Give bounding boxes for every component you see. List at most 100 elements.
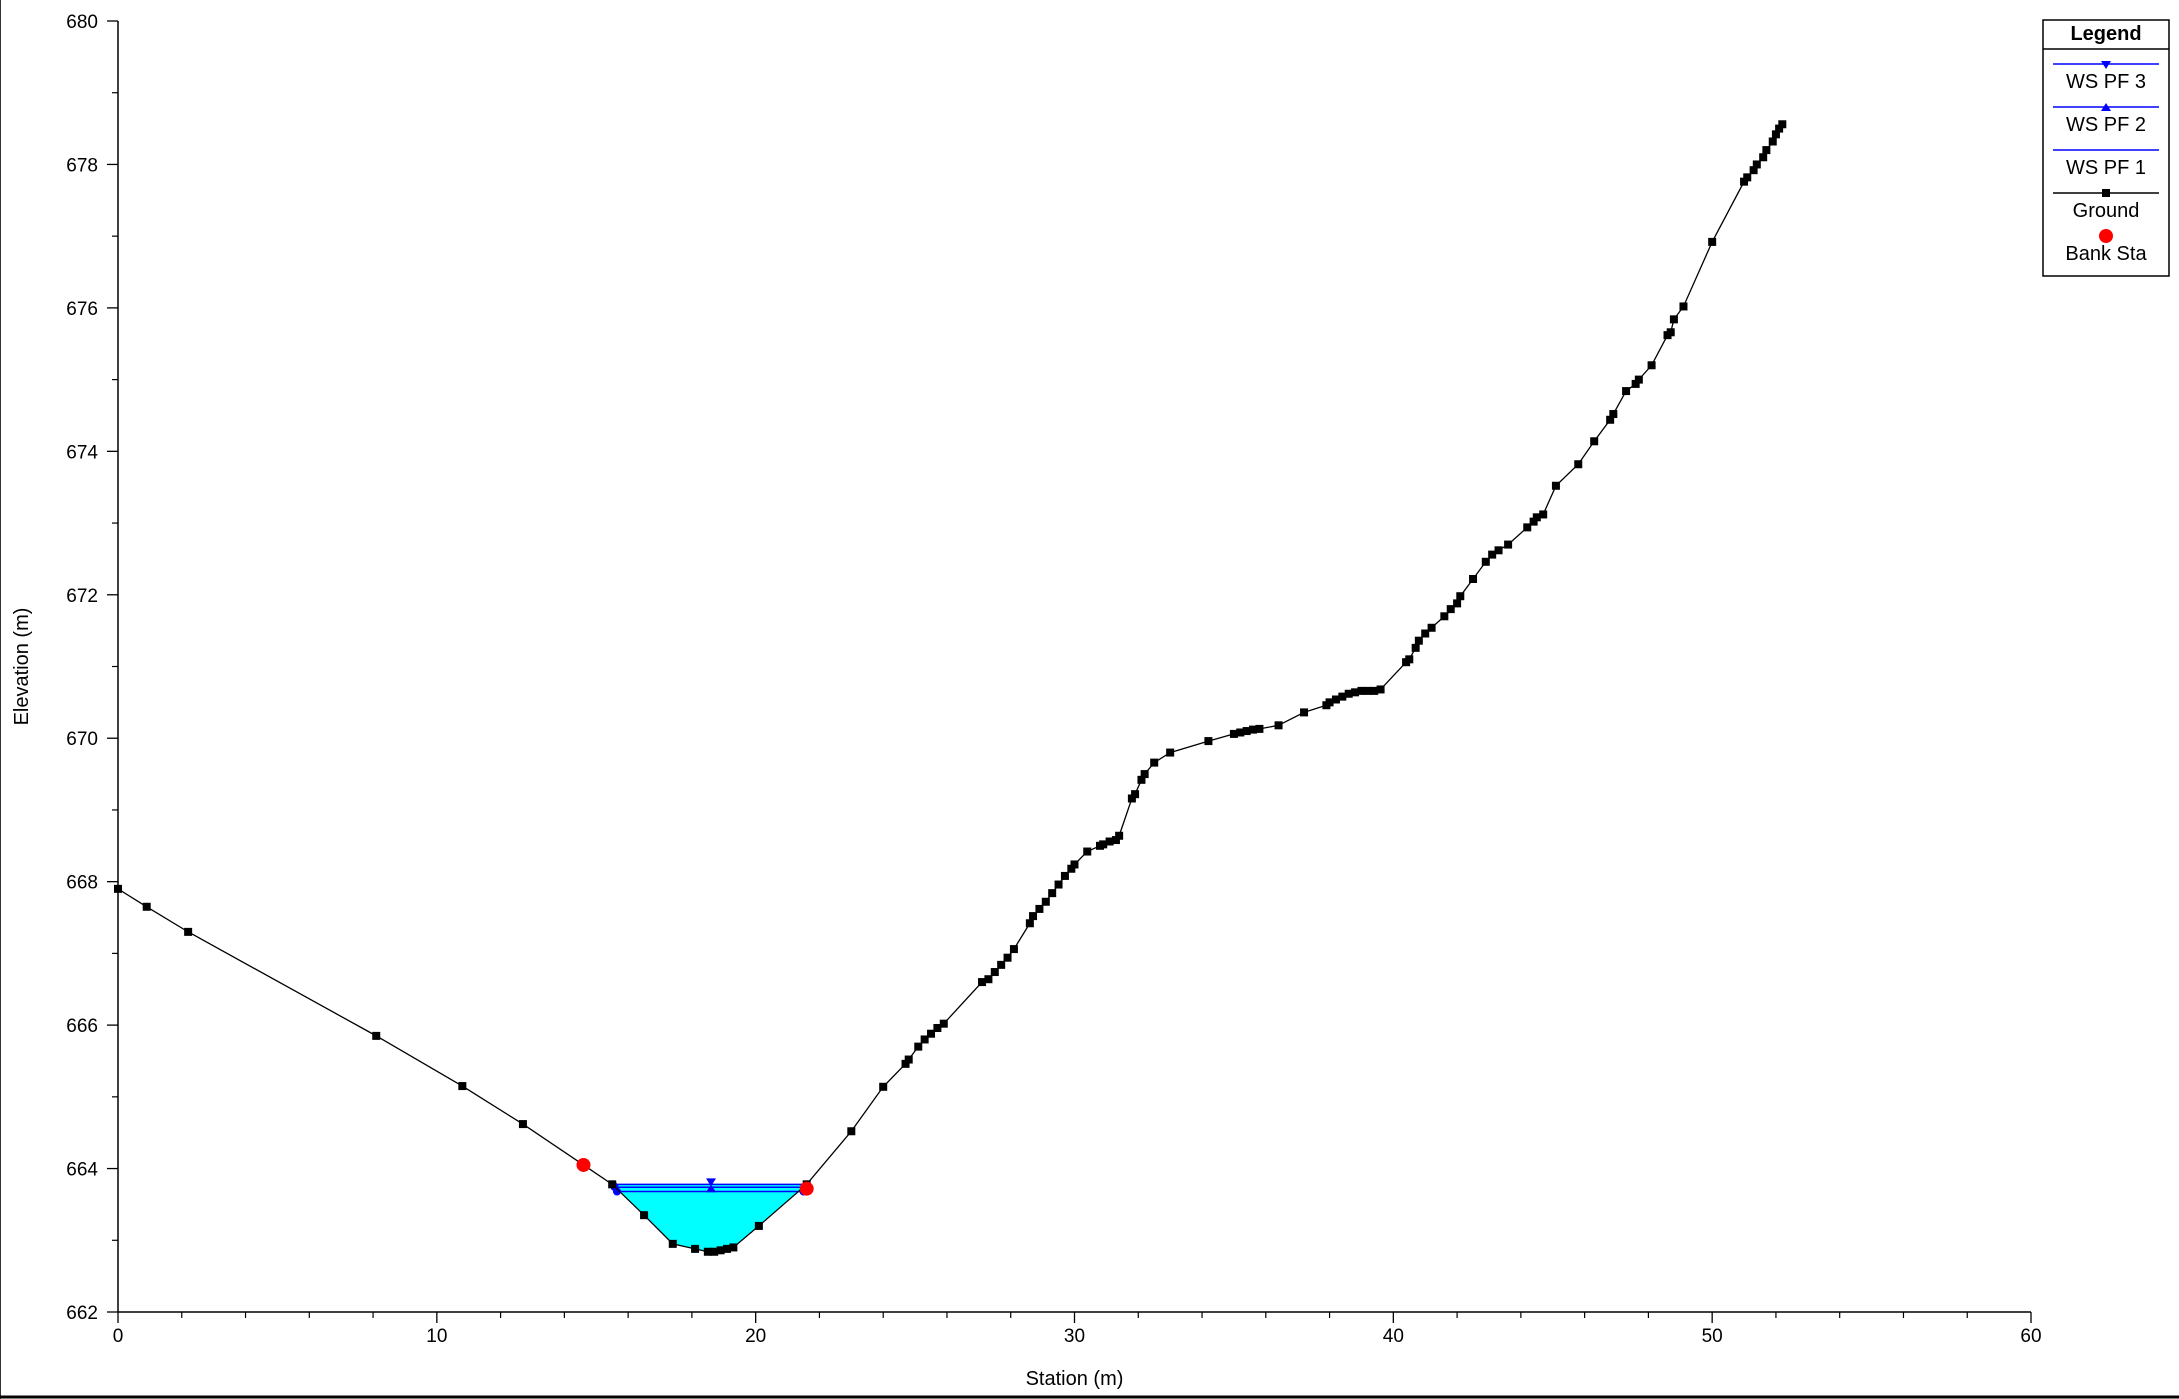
ground-point — [1771, 130, 1780, 139]
ground-point — [978, 978, 987, 987]
ground-point — [1743, 173, 1752, 182]
ground-point — [668, 1239, 677, 1248]
ground-point — [1590, 437, 1599, 446]
ws-marker — [706, 1178, 717, 1187]
ground-point — [1054, 880, 1063, 889]
ground-point — [518, 1120, 527, 1129]
ground-point — [1029, 912, 1038, 921]
ground-point — [1669, 315, 1678, 324]
ground-point — [984, 975, 993, 984]
ground-point — [1622, 387, 1631, 396]
legend-marker — [2101, 61, 2111, 69]
ground-point — [372, 1031, 381, 1040]
y-tick-label: 680 — [66, 12, 98, 33]
ground-point — [933, 1023, 942, 1032]
ground-point — [1421, 629, 1430, 638]
ground-point — [1679, 302, 1688, 311]
ground-point — [1494, 546, 1503, 555]
ground-point — [1456, 592, 1465, 601]
legend-label: WS PF 1 — [2066, 157, 2146, 179]
ground-point — [1236, 728, 1245, 737]
ground-point — [1003, 953, 1012, 962]
ground-point — [1204, 737, 1213, 746]
ground-point — [184, 927, 193, 936]
ground-point — [879, 1082, 888, 1091]
ground-point — [640, 1211, 649, 1220]
ws-end-point — [612, 1187, 621, 1196]
ground-point — [1529, 517, 1538, 526]
legend: Legend WS PF 3 WS PF 2 WS PF 1 Ground Bank St… — [2042, 19, 2170, 277]
ground-point — [1115, 831, 1124, 840]
x-tick-label: 10 — [426, 1326, 447, 1347]
ground-point — [939, 1019, 948, 1028]
ground-point — [1166, 748, 1175, 757]
ground-point — [1041, 897, 1050, 906]
ground-point — [1606, 415, 1615, 424]
ws-marker — [706, 1184, 717, 1193]
ground-point — [1749, 166, 1758, 175]
ground-point — [703, 1247, 712, 1256]
ground-point — [1631, 379, 1640, 388]
ground-point — [904, 1055, 913, 1064]
ground-point — [722, 1244, 731, 1253]
ground-point — [1504, 540, 1513, 549]
x-axis-title: Station (m) — [1026, 1368, 1124, 1390]
ground-point — [691, 1244, 700, 1253]
ground-point — [1363, 686, 1372, 695]
ground-point — [458, 1082, 467, 1091]
ground-point — [1105, 837, 1114, 846]
ground-point — [1453, 599, 1462, 608]
legend-marker — [2099, 229, 2113, 243]
ground-line — [117, 123, 1783, 1253]
ground-point — [1025, 919, 1034, 928]
ground-point — [1249, 725, 1258, 734]
water-fill — [612, 1184, 807, 1252]
ground-point — [1647, 361, 1656, 370]
ground-point — [1666, 328, 1675, 337]
ground-point — [1551, 481, 1560, 490]
ground-point — [1111, 836, 1120, 845]
y-tick-label: 666 — [66, 1016, 98, 1037]
ground-point — [1344, 689, 1353, 698]
ground-point — [1523, 523, 1532, 532]
legend-label: WS PF 2 — [2066, 114, 2146, 136]
x-tick-label: 0 — [113, 1326, 124, 1347]
x-tick-label: 50 — [1702, 1326, 1723, 1347]
ground-point — [608, 1180, 617, 1189]
ground-point — [1099, 840, 1108, 849]
ground-point — [1768, 137, 1777, 146]
ground-point — [1035, 904, 1044, 913]
ground-point — [1048, 889, 1057, 898]
ground-point — [920, 1035, 929, 1044]
ground-point — [1411, 643, 1420, 652]
y-tick-label: 670 — [66, 729, 98, 750]
ground-point — [914, 1042, 923, 1051]
ground-point — [1740, 177, 1749, 186]
ground-point — [1300, 708, 1309, 717]
ground-point — [1427, 623, 1436, 632]
ground-point — [927, 1029, 936, 1038]
ground-point — [1070, 860, 1079, 869]
ground-point — [1140, 770, 1149, 779]
ground-point — [1752, 160, 1761, 169]
ground-point — [716, 1246, 725, 1255]
y-tick-label: 676 — [66, 299, 98, 320]
ground-point — [1127, 794, 1136, 803]
ground-point — [1762, 146, 1771, 155]
ground-point — [1351, 688, 1360, 697]
x-tick-label: 30 — [1064, 1326, 1085, 1347]
ground-point — [1376, 685, 1385, 694]
ground-point — [1242, 727, 1251, 736]
x-tick-label: 20 — [745, 1326, 766, 1347]
y-tick-label: 678 — [66, 155, 98, 176]
y-axis-title: Elevation (m) — [11, 608, 33, 726]
legend-label: Bank Sta — [2065, 243, 2147, 265]
ground-point — [1539, 510, 1548, 519]
y-tick-label: 668 — [66, 873, 98, 894]
y-tick-label: 662 — [66, 1303, 98, 1324]
ground-point — [754, 1221, 763, 1230]
ground-point — [710, 1247, 719, 1256]
ground-point — [1574, 460, 1583, 469]
ground-point — [1775, 124, 1784, 133]
